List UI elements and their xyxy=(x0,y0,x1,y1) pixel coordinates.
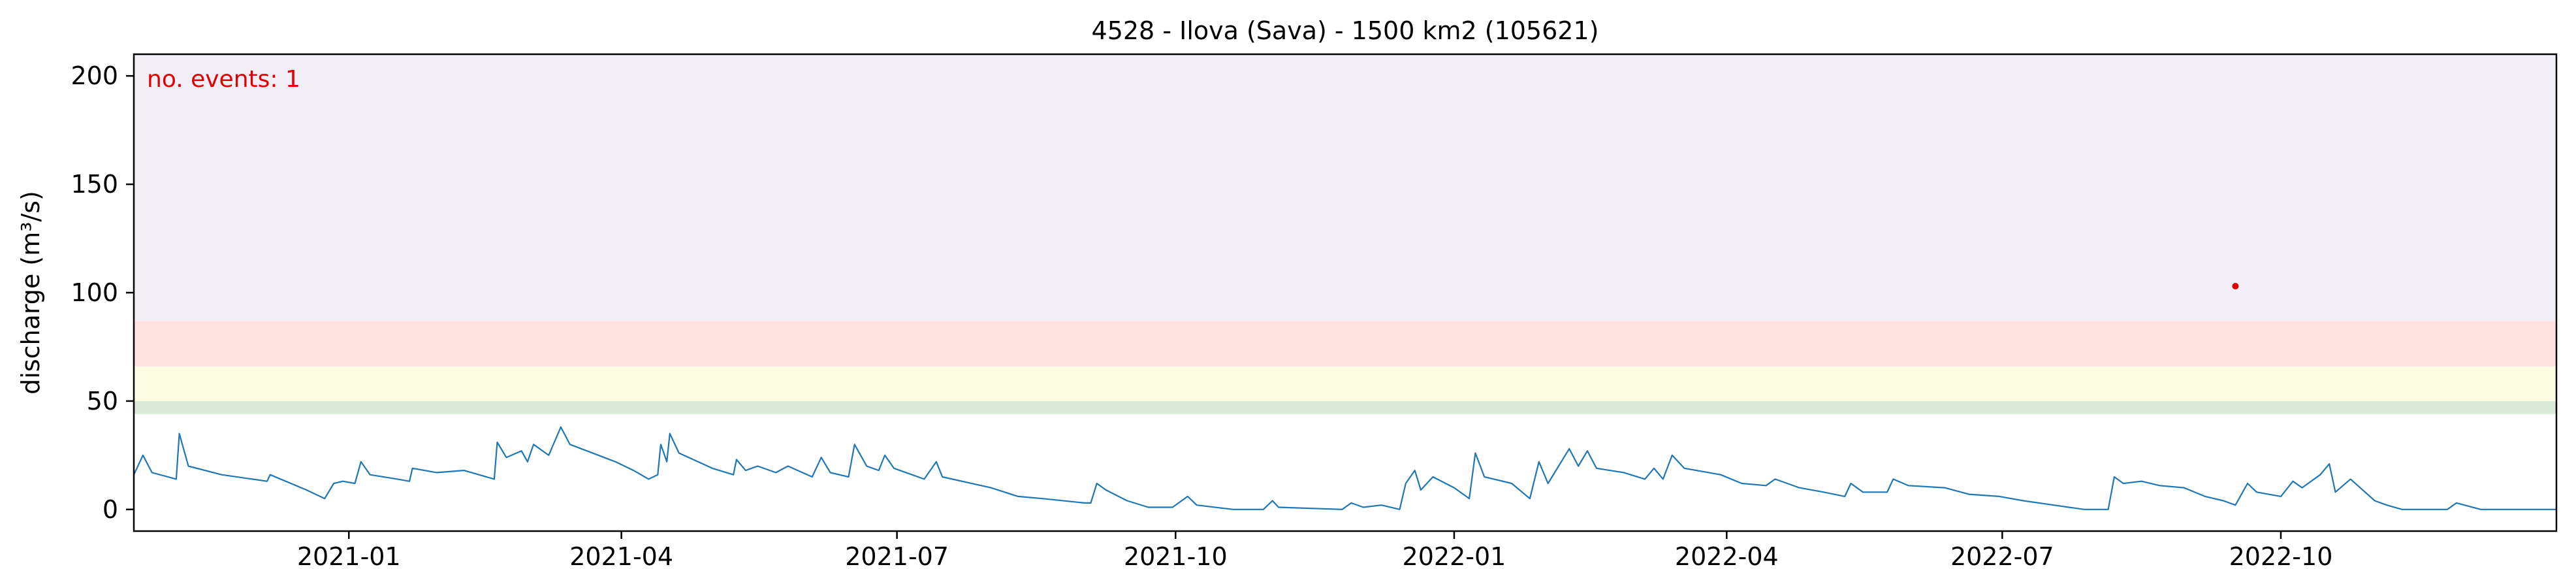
y-axis-ticks: 0 50 100 150 200 xyxy=(71,61,134,524)
x-tick-label-2022-04: 2022-04 xyxy=(1675,542,1779,569)
series-line-0 xyxy=(133,426,2556,510)
event-count-annotation: no. events: 1 xyxy=(147,66,300,93)
x-tick-label-2022-10: 2022-10 xyxy=(2229,542,2333,569)
plot-frame xyxy=(133,53,2558,532)
x-tick-label-2021-01: 2021-01 xyxy=(297,542,401,569)
threshold-bands xyxy=(134,54,2556,414)
y-tick-label-150: 150 xyxy=(71,170,118,199)
y-tick-label-50: 50 xyxy=(87,387,118,415)
threshold-band-0 xyxy=(134,400,2556,414)
threshold-band-1 xyxy=(134,366,2556,401)
y-tick-label-100: 100 xyxy=(71,278,118,307)
y-tick-label-200: 200 xyxy=(71,61,118,90)
chart-title: 4528 - Ilova (Sava) - 1500 km2 (105621) xyxy=(1092,16,1599,45)
threshold-band-3 xyxy=(134,54,2556,321)
x-tick-label-2021-04: 2021-04 xyxy=(569,542,673,569)
discharge-series xyxy=(133,426,2556,510)
y-axis-label: discharge (m³/s) xyxy=(16,191,45,395)
event-marker xyxy=(2232,283,2239,290)
x-tick-label-2022-07: 2022-07 xyxy=(1950,542,2054,569)
threshold-band-2 xyxy=(134,321,2556,366)
x-axis-ticks: 2021-01 2021-04 2021-07 2021-10 2022-01 2022-… xyxy=(297,531,2333,569)
x-tick-label-2021-10: 2021-10 xyxy=(1124,542,1228,569)
event-point xyxy=(2232,283,2239,290)
x-tick-label-2022-01: 2022-01 xyxy=(1403,542,1506,569)
y-tick-label-0: 0 xyxy=(103,495,118,524)
x-tick-label-2021-07: 2021-07 xyxy=(845,542,949,569)
